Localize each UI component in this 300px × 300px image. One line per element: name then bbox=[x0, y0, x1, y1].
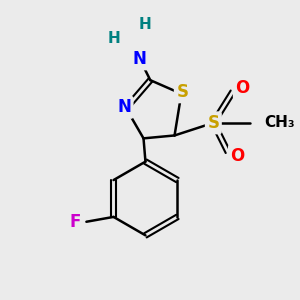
Text: O: O bbox=[230, 147, 245, 165]
Text: N: N bbox=[133, 50, 147, 68]
Text: N: N bbox=[117, 98, 131, 116]
Text: CH₃: CH₃ bbox=[265, 115, 296, 130]
Text: S: S bbox=[176, 83, 188, 101]
Text: F: F bbox=[69, 213, 80, 231]
Text: H: H bbox=[108, 31, 121, 46]
Text: S: S bbox=[207, 114, 219, 132]
Text: O: O bbox=[235, 79, 250, 97]
Text: H: H bbox=[139, 17, 152, 32]
